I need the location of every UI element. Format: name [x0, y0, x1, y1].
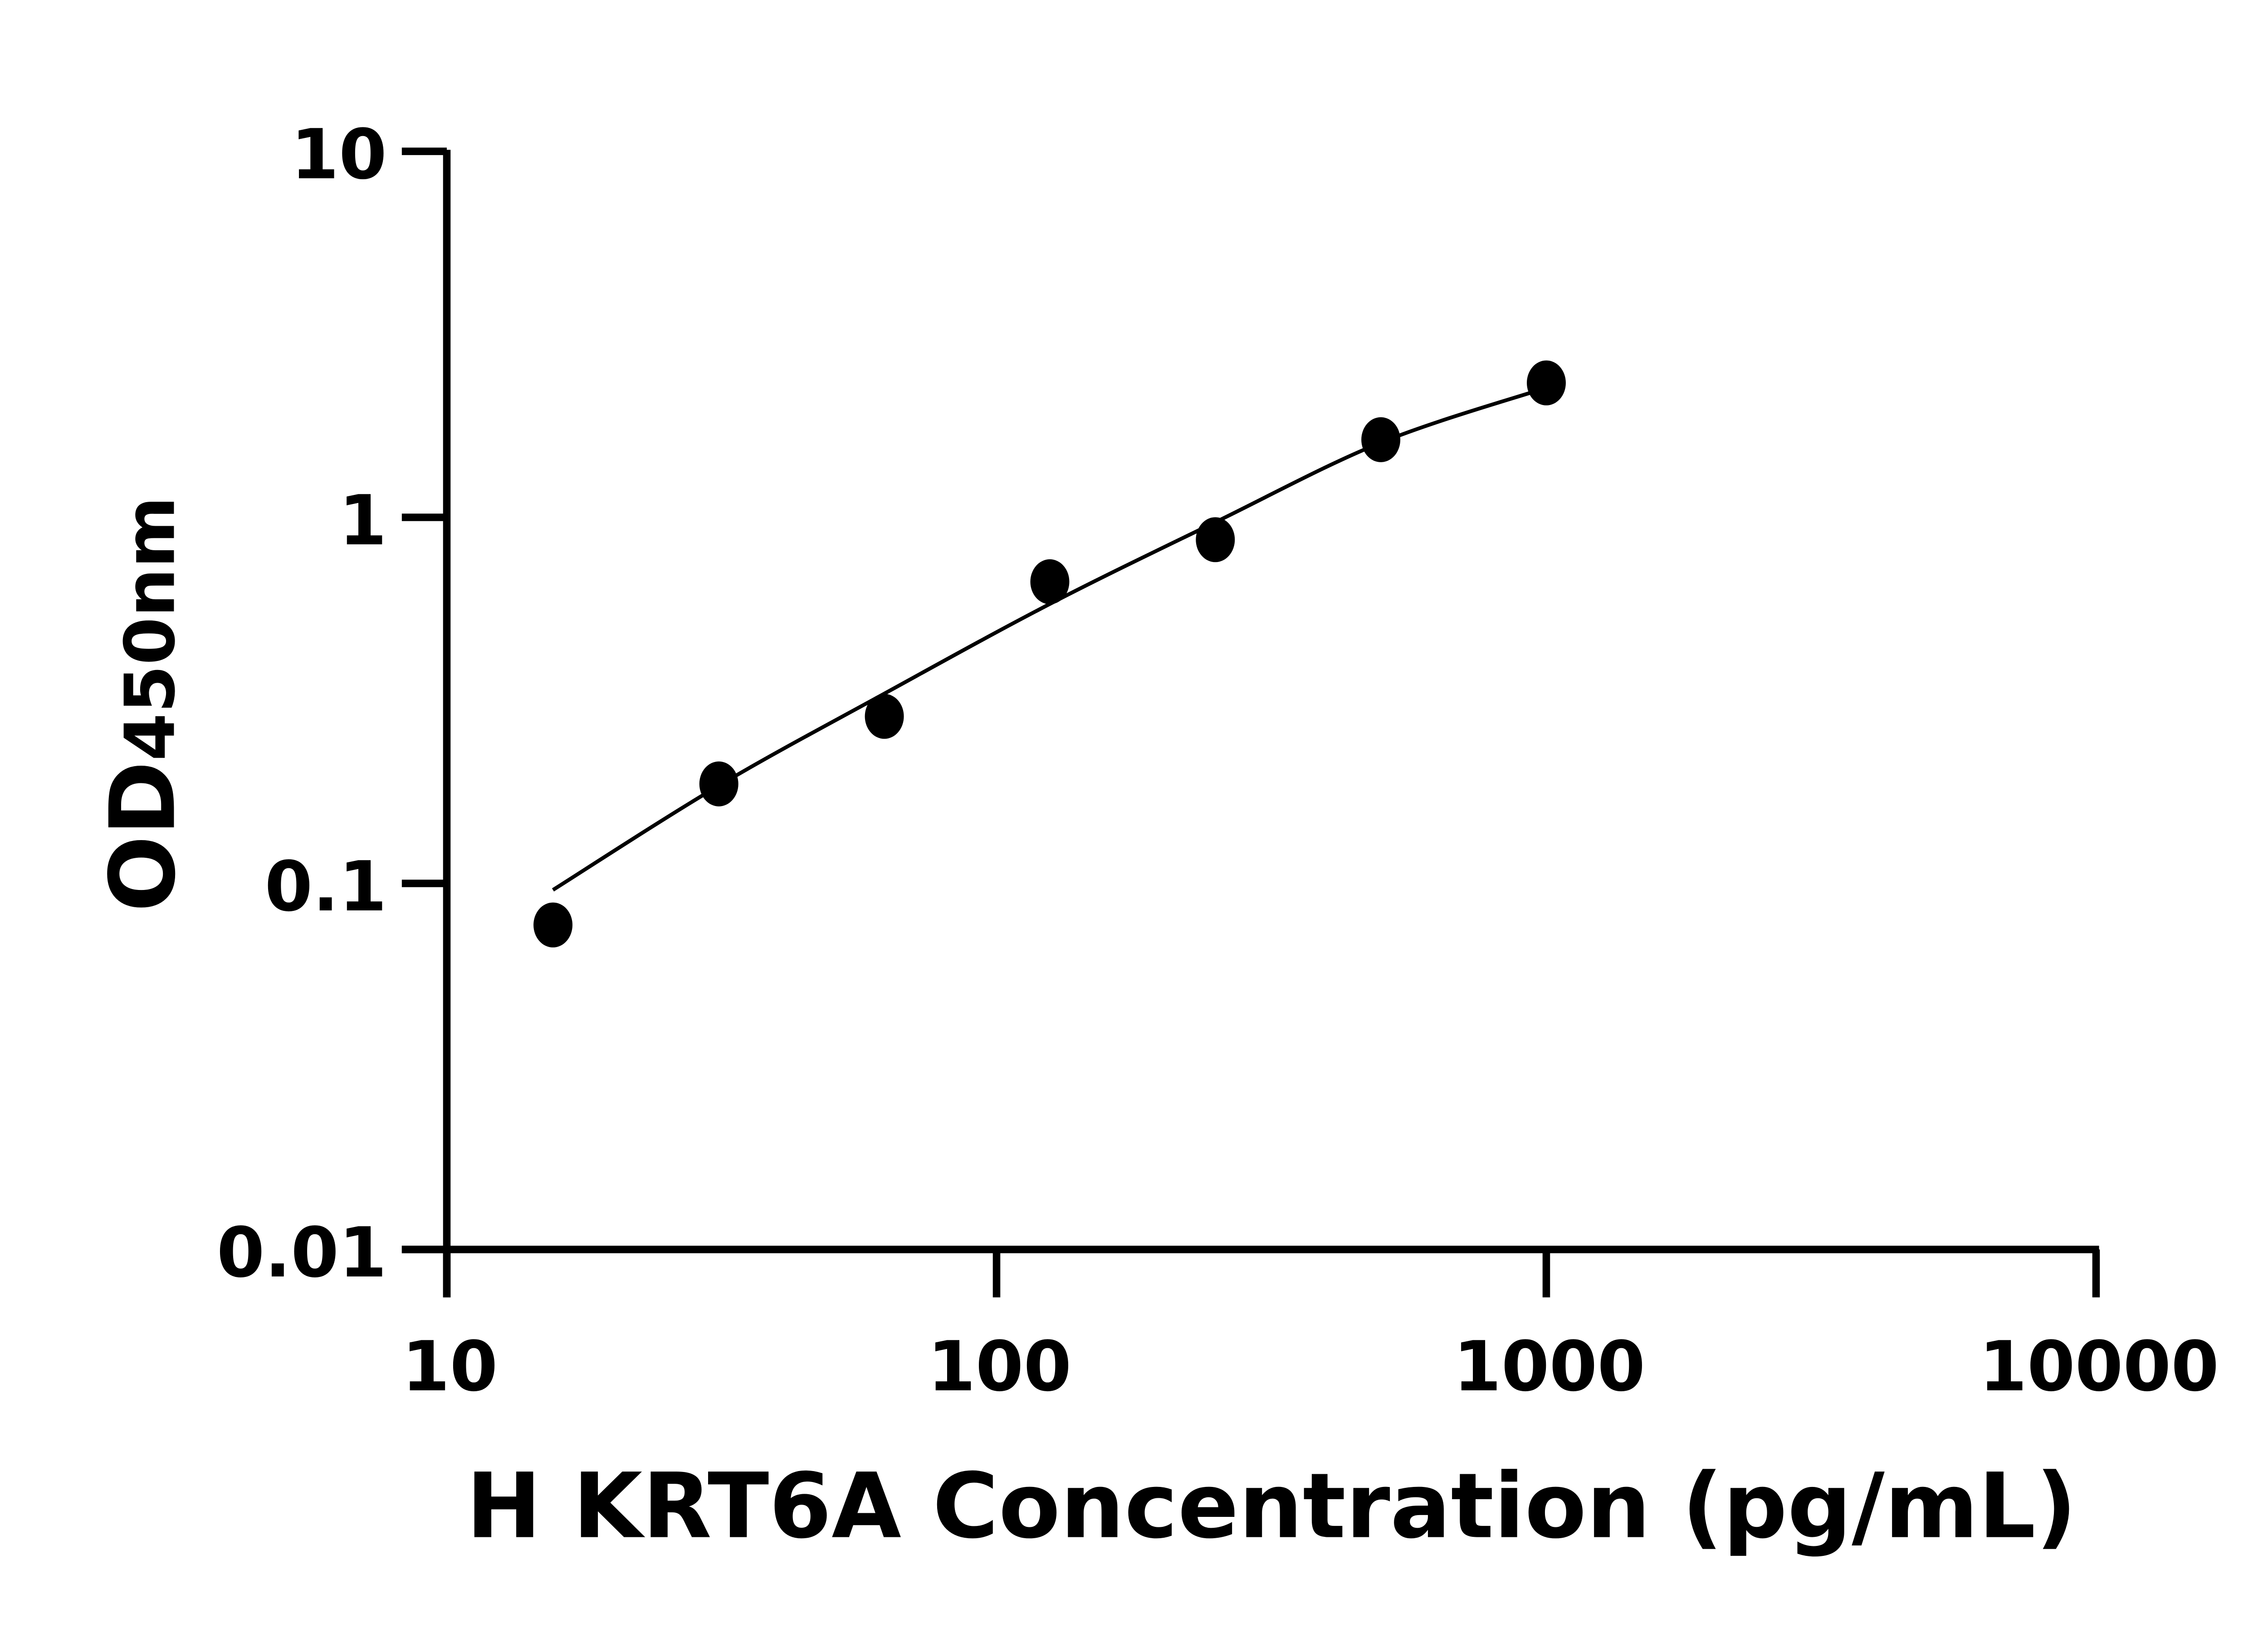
fit-curve — [552, 386, 1547, 892]
y-axis-label: OD450nm — [90, 496, 195, 912]
data-point — [1196, 517, 1235, 562]
data-point — [1527, 360, 1566, 406]
data-point — [1361, 417, 1401, 462]
y-axis-label-main: OD — [90, 761, 195, 912]
y-axis-label-sub: 450nm — [110, 496, 190, 761]
data-point — [865, 694, 904, 739]
axes — [401, 150, 2099, 1298]
x-tick-label: 1000 — [1453, 1326, 1645, 1407]
x-tick-label: 10 — [402, 1326, 498, 1407]
x-tick-label: 10000 — [1979, 1326, 2219, 1407]
data-point — [1030, 559, 1070, 605]
y-tick-label: 0.1 — [264, 846, 386, 927]
y-tick-label: 0.01 — [217, 1213, 387, 1293]
x-tick-label: 100 — [928, 1326, 1071, 1407]
data-point — [533, 902, 573, 948]
x-axis-label: H KRT6A Concentration (pg/mL) — [466, 1454, 2077, 1559]
data-point — [699, 761, 738, 807]
y-tick-label: 10 — [291, 114, 387, 195]
y-tick-label: 1 — [339, 480, 387, 561]
